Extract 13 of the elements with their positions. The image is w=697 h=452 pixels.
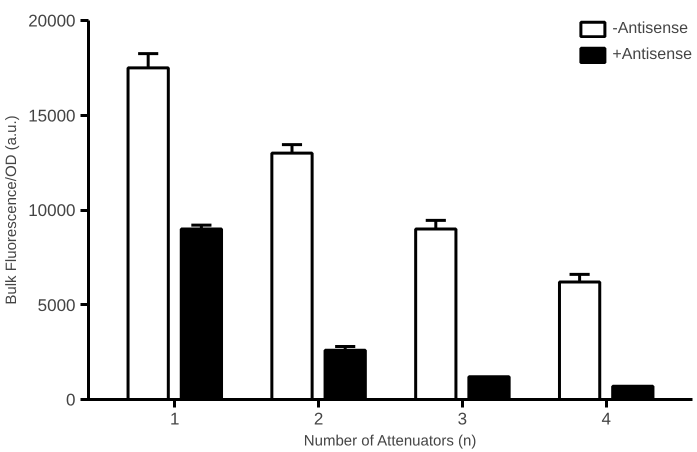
x-tick-label: 2 — [314, 410, 324, 428]
legend-label: -Antisense — [612, 20, 688, 38]
x-tick-label: 4 — [601, 410, 611, 428]
x-tick-label: 3 — [458, 410, 468, 428]
y-tick-label: 10000 — [28, 201, 76, 220]
x-tick-label: 1 — [170, 410, 180, 428]
legend-label: +Antisense — [612, 46, 692, 64]
y-tick-label: 20000 — [28, 12, 76, 30]
y-axis-title: Bulk Fluorescence/OD (a.u.) — [3, 115, 20, 305]
x-axis-title: Number of Attenuators (n) — [304, 432, 476, 450]
y-tick-label: 5000 — [38, 296, 76, 315]
y-tick-label: 0 — [66, 390, 76, 410]
y-tick-label: 15000 — [28, 106, 76, 126]
